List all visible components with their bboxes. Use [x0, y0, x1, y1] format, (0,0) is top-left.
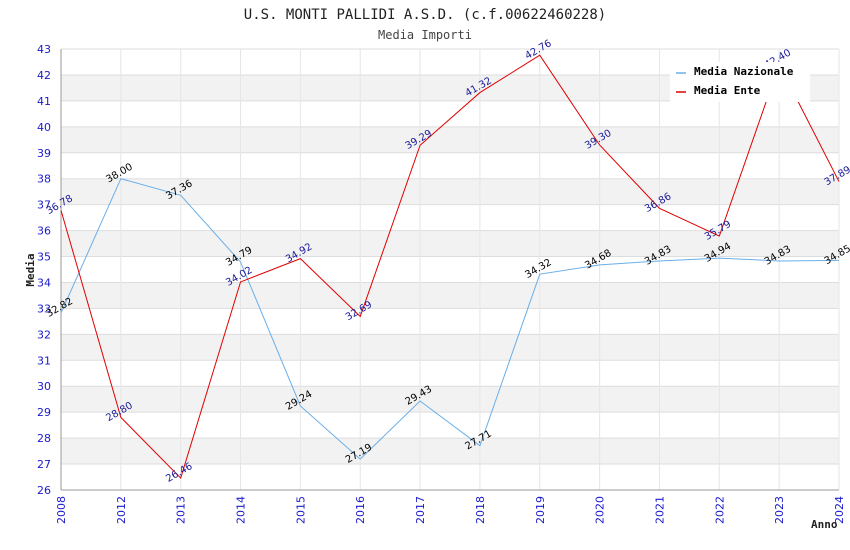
y-tick-label: 37: [37, 199, 51, 212]
data-labels: 32.8238.0037.3634.7929.2427.1929.4327.71…: [45, 38, 850, 485]
y-tick-label: 41: [37, 95, 51, 108]
y-tick-label: 30: [37, 380, 51, 393]
y-tick-label: 38: [37, 173, 51, 186]
x-tick-label: 2017: [414, 496, 427, 524]
x-tick-label: 2015: [294, 496, 307, 524]
x-tick-label: 2008: [55, 496, 68, 524]
x-tick-label: 2016: [354, 496, 367, 524]
y-tick-label: 29: [37, 406, 51, 419]
y-tick-label: 26: [37, 484, 51, 497]
series-line-ente: [60, 54, 840, 480]
legend-label-nazionale: Media Nazionale: [694, 65, 794, 78]
y-tick-label: 34: [37, 276, 51, 289]
y-tick-label: 35: [37, 251, 51, 264]
y-tick-label: 28: [37, 432, 51, 445]
x-tick-labels: 2008 2012 2013 2014 2015 2016 2017 2018 2019 2020…: [55, 496, 846, 524]
grid-band: [61, 230, 839, 257]
x-tick-label: 2020: [594, 496, 607, 524]
grid-bands: [61, 74, 839, 465]
x-axis-label: Anno: [811, 518, 838, 531]
x-tick-label: 2023: [773, 496, 786, 524]
x-tick-label: 2021: [653, 496, 666, 524]
y-tick-label: 40: [37, 121, 51, 134]
x-tick-label: 2019: [534, 496, 547, 524]
grid-band: [61, 386, 839, 413]
x-tick-label: 2013: [175, 496, 188, 524]
chart-subtitle: Media Importi: [378, 28, 472, 42]
x-tick-label: 2012: [115, 496, 128, 524]
chart-title: U.S. MONTI PALLIDI A.S.D. (c.f.006224602…: [244, 7, 606, 23]
grid-band: [61, 438, 839, 465]
x-tick-label: 2018: [474, 496, 487, 524]
grid-band: [61, 334, 839, 361]
y-tick-labels: 26 27 28 29 30 31 32 33 34 35 36 37 38 39 40 41 42 43: [37, 43, 51, 497]
y-tick-label: 27: [37, 458, 51, 471]
y-tick-label: 43: [37, 43, 51, 56]
legend-background: [670, 62, 810, 102]
series-lines: [60, 54, 840, 480]
grid-band: [61, 282, 839, 309]
y-tick-label: 42: [37, 69, 51, 82]
legend-label-ente: Media Ente: [694, 84, 761, 97]
legend: Media Nazionale Media Ente: [670, 62, 810, 102]
data-label: 42.76: [523, 38, 553, 62]
y-tick-label: 32: [37, 328, 51, 341]
data-label: 36.78: [45, 193, 75, 217]
y-axis-label: Media: [24, 253, 37, 286]
y-tick-label: 36: [37, 225, 51, 238]
grid-band: [61, 178, 839, 205]
data-label: 32.82: [45, 296, 75, 320]
x-tick-label: 2014: [235, 496, 248, 524]
x-tick-label: 2024: [833, 496, 846, 524]
y-tick-label: 39: [37, 147, 51, 160]
grid-band: [61, 126, 839, 153]
y-tick-label: 33: [37, 302, 51, 315]
grid-lines: [60, 48, 840, 491]
y-tick-label: 31: [37, 354, 51, 367]
x-tick-label: 2022: [713, 496, 726, 524]
series-line-nazionale: [60, 178, 840, 460]
